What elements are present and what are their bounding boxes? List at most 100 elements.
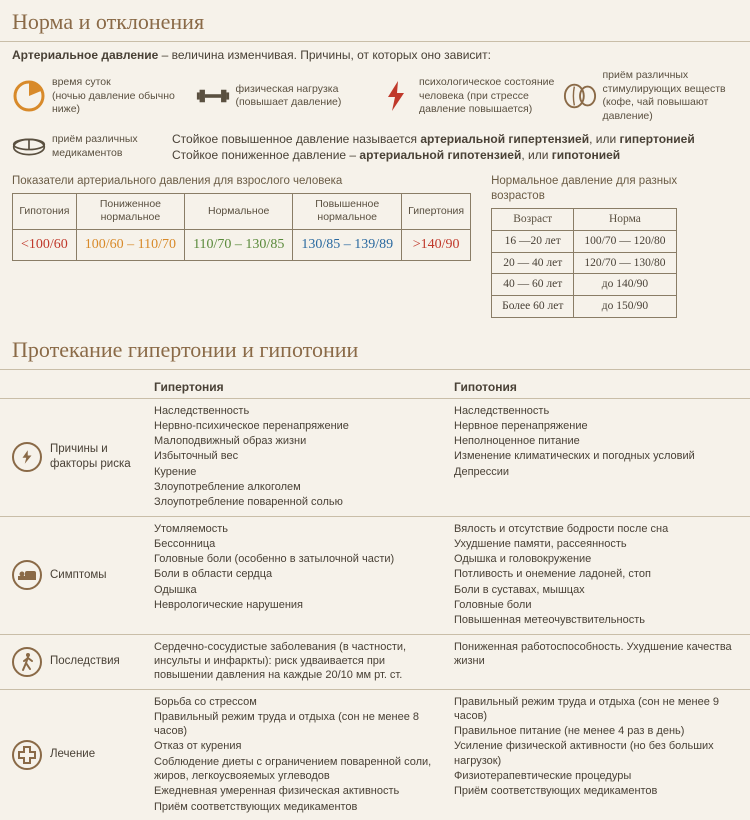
list-item: Головные боли — [454, 598, 746, 612]
list-item: Злоупотребление алкоголем — [154, 480, 446, 494]
bolt-icon — [379, 79, 413, 113]
list-item: Неврологические нарушения — [154, 598, 446, 612]
row-label-text: Последствия — [50, 654, 120, 669]
list-item: Пониженная работоспособность. Ухудшение … — [454, 640, 746, 669]
meds-text: приём различных медикаментов — [52, 133, 138, 160]
age-cell: до 140/90 — [574, 274, 676, 296]
col-hyper-cell: Сердечно-сосудистые заболевания (в частн… — [150, 640, 450, 684]
age-cell: Более 60 лет — [492, 296, 574, 318]
col-hypo-cell: НаследственностьНервное перенапряжениеНе… — [450, 404, 750, 511]
list-item: Нервно-психическое перенапряжение — [154, 419, 446, 433]
def1-c: , или — [589, 132, 619, 146]
row-label: Лечение — [0, 695, 150, 815]
coffee-icon — [563, 79, 597, 113]
col-hypo: Гипотония — [450, 380, 750, 396]
intro-bold: Артериальное давление — [12, 48, 158, 62]
list-item: Вялость и отсутствие бодрости после сна — [454, 522, 746, 536]
factor-stress-text: психологическое состояние человека (при … — [419, 76, 555, 117]
intro-rest: – величина изменчивая. Причины, от котор… — [158, 48, 491, 62]
list-item: Усиление физической активности (но без б… — [454, 739, 746, 768]
list-item: Сердечно-сосудистые заболевания (в частн… — [154, 640, 446, 683]
bp-header-cell: Гипертония — [402, 193, 471, 229]
meds-item: приём различных медикаментов — [12, 130, 162, 164]
list-item: Соблюдение диеты с ограничением поваренн… — [154, 755, 446, 784]
comp-header: Гипертония Гипотония — [0, 376, 750, 399]
list-item: Бессонница — [154, 537, 446, 551]
section1-title: Норма и отклонения — [0, 0, 750, 42]
pill-icon — [12, 130, 46, 164]
bed-icon — [12, 560, 42, 590]
age-row: Более 60 летдо 150/90 — [492, 296, 676, 318]
cross-icon — [12, 740, 42, 770]
list-item: Правильный режим труда и отдыха (сон не … — [454, 695, 746, 724]
comp-row: Причины и факторы рискаНаследственностьН… — [0, 399, 750, 517]
list-item: Злоупотребление поваренной солью — [154, 495, 446, 509]
list-item: Одышка и головокружение — [454, 552, 746, 566]
list-item: Курение — [154, 465, 446, 479]
comp-row: Симптомы УтомляемостьБессонницаГоловные б… — [0, 517, 750, 635]
list-item: Избыточный вес — [154, 449, 446, 463]
list-item: Депрессии — [454, 465, 746, 479]
age-header-cell: Норма — [574, 208, 676, 230]
bp-header-cell: Пониженное нормальное — [76, 193, 184, 229]
row-label: Последствия — [0, 640, 150, 684]
col-hyper-cell: УтомляемостьБессонницаГоловные боли (осо… — [150, 522, 450, 629]
def1-d: гипертонией — [620, 132, 695, 146]
def1-a: Стойкое повышенное давление называется — [172, 132, 420, 146]
factor-time-text: время суток (ночью давление обычно ниже) — [52, 76, 188, 117]
age-cell: 120/70 — 130/80 — [574, 252, 676, 274]
tables-row: Показатели артериального давления для вз… — [0, 172, 750, 329]
comparison-table: Гипертония Гипотония Причины и факторы р… — [0, 376, 750, 820]
age-row: 40 — 60 летдо 140/90 — [492, 274, 676, 296]
row-label-text: Лечение — [50, 747, 95, 762]
list-item: Неполноценное питание — [454, 434, 746, 448]
list-item: Изменение климатических и погодных услов… — [454, 449, 746, 463]
comp-row: Последствия Сердечно-сосудистые заболеван… — [0, 635, 750, 690]
list-item: Малоподвижный образ жизни — [154, 434, 446, 448]
factor-time: время суток (ночью давление обычно ниже) — [12, 69, 188, 124]
list-item: Головные боли (особенно в затылочной час… — [154, 552, 446, 566]
walk-icon — [12, 647, 42, 677]
row-label-text: Симптомы — [50, 568, 107, 583]
def2-d: гипотонией — [552, 148, 620, 162]
list-item: Физиотерапевтические процедуры — [454, 769, 746, 783]
bolt-circle-icon — [12, 442, 42, 472]
col-hyper-cell: Борьба со стрессомПравильный режим труда… — [150, 695, 450, 815]
age-caption: Нормальное давление для разных возрастов — [491, 172, 738, 208]
bp-caption: Показатели артериального давления для вз… — [12, 172, 471, 193]
list-item: Ухудшение памяти, рассеянность — [454, 537, 746, 551]
list-item: Ежедневная умеренная физическая активнос… — [154, 784, 446, 798]
comp-row: Лечение Борьба со стрессомПравильный режи… — [0, 690, 750, 820]
bp-header-cell: Гипотония — [13, 193, 77, 229]
dumbbell-icon — [196, 79, 230, 113]
intro-text: Артериальное давление – величина изменчи… — [0, 48, 750, 70]
list-item: Приём соответствующих медикаментов — [454, 784, 746, 798]
age-cell: 40 — 60 лет — [492, 274, 574, 296]
bp-header-cell: Повышенное нормальное — [293, 193, 402, 229]
def2-b: артериальной гипотензией — [359, 148, 521, 162]
bp-table: ГипотонияПониженное нормальноеНормальное… — [12, 193, 471, 261]
list-item: Повышенная метеочувствительность — [454, 613, 746, 627]
bp-header-cell: Нормальное — [185, 193, 293, 229]
factor-stim-text: приём различных стимулирующих веществ (к… — [603, 69, 739, 124]
factor-exercise: физическая нагрузка (повышает давление) — [196, 69, 372, 124]
clock-icon — [12, 79, 46, 113]
def2-c: , или — [521, 148, 551, 162]
factor-exercise-text: физическая нагрузка (повышает давление) — [236, 83, 342, 110]
section2-title: Протекание гипертонии и гипотонии — [0, 328, 750, 370]
medications-row: приём различных медикаментов Стойкое пов… — [0, 130, 750, 172]
list-item: Правильное питание (не менее 4 раз в ден… — [454, 724, 746, 738]
list-item: Одышка — [154, 583, 446, 597]
age-cell: 16 —20 лет — [492, 230, 574, 252]
list-item: Боли в суставах, мышцах — [454, 583, 746, 597]
row-label: Симптомы — [0, 522, 150, 629]
list-item: Наследственность — [154, 404, 446, 418]
def2-a: Стойкое пониженное давление – — [172, 148, 359, 162]
bp-header-row: ГипотонияПониженное нормальноеНормальное… — [13, 193, 471, 229]
factors-row: время суток (ночью давление обычно ниже)… — [0, 69, 750, 130]
col-hypo-cell: Вялость и отсутствие бодрости после снаУ… — [450, 522, 750, 629]
col-hyper-cell: НаследственностьНервно-психическое перен… — [150, 404, 450, 511]
age-cell: 100/70 — 120/80 — [574, 230, 676, 252]
list-item: Приём соответствующих медикаментов — [154, 800, 446, 814]
bp-value-cell: 130/85 – 139/89 — [293, 229, 402, 260]
